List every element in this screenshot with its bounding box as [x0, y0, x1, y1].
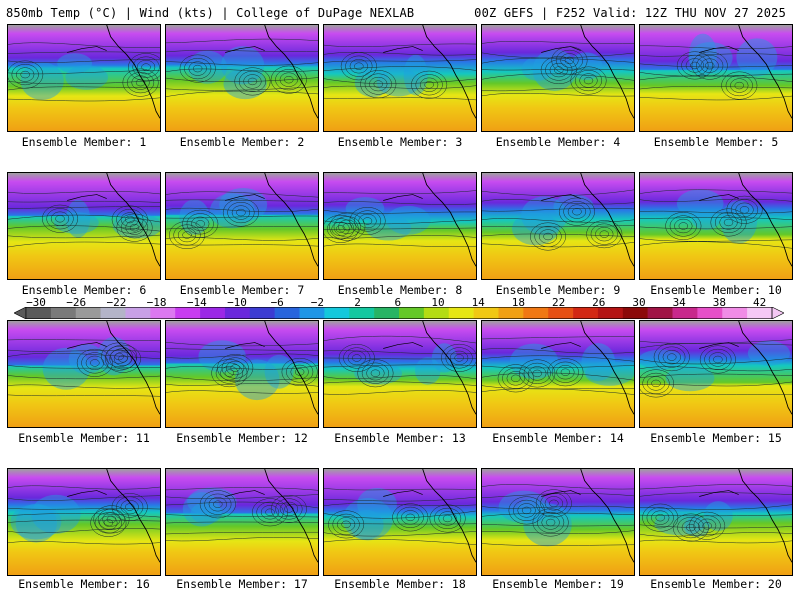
colorbar-swatch [423, 307, 450, 319]
colorbar-swatch [249, 307, 275, 319]
ensemble-member-label: Ensemble Member: 16 [18, 577, 150, 591]
colorbar-swatch [175, 307, 201, 319]
colorbar-swatch [224, 307, 251, 319]
ensemble-map-panel [481, 24, 635, 132]
ensemble-map-panel [323, 172, 477, 280]
colorbar-swatch [75, 307, 101, 319]
temperature-colorbar [14, 307, 784, 319]
colorbar-tick-label: 30 [632, 296, 646, 309]
colorbar-swatch [548, 307, 574, 319]
colorbar-tick-label: −18 [146, 296, 167, 309]
colorbar-swatch [100, 307, 126, 319]
ensemble-member-label: Ensemble Member: 20 [650, 577, 782, 591]
colorbar-swatch [26, 307, 52, 319]
ensemble-member-label: Ensemble Member: 7 [179, 283, 305, 297]
ensemble-member-label: Ensemble Member: 1 [21, 135, 147, 149]
ensemble-map-panel [639, 320, 793, 428]
colorbar-tick-label: −10 [227, 296, 247, 309]
colorbar-swatch [597, 307, 624, 319]
ensemble-map-panel [165, 24, 319, 132]
colorbar-swatch [697, 307, 723, 319]
ensemble-member-label: Ensemble Member: 8 [337, 283, 463, 297]
ensemble-member-label: Ensemble Member: 15 [650, 431, 782, 445]
ensemble-map-panel [481, 320, 635, 428]
colorbar-tick-label: 26 [592, 296, 606, 309]
colorbar-tick-label: −22 [106, 296, 127, 309]
colorbar-tick-label: 6 [394, 296, 402, 309]
ensemble-map-panel [7, 172, 161, 280]
ensemble-map-panel [481, 172, 635, 280]
colorbar-swatch [374, 307, 400, 319]
ensemble-member-label: Ensemble Member: 13 [334, 431, 466, 445]
ensemble-member-label: Ensemble Member: 2 [179, 135, 305, 149]
colorbar-swatch [573, 307, 599, 319]
colorbar-tick-label: 34 [672, 296, 686, 309]
ensemble-member-label: Ensemble Member: 12 [176, 431, 308, 445]
ensemble-map-panel [323, 320, 477, 428]
colorbar-swatch [722, 307, 748, 319]
ensemble-member-label: Ensemble Member: 9 [495, 283, 621, 297]
colorbar-swatch [473, 307, 499, 319]
ensemble-map-panel [639, 172, 793, 280]
colorbar-swatch [324, 307, 350, 319]
colorbar-swatch [200, 307, 226, 319]
ensemble-map-panel [165, 320, 319, 428]
ensemble-map-panel [7, 24, 161, 132]
colorbar-swatch [150, 307, 176, 319]
colorbar-swatch [622, 307, 648, 319]
colorbar-tick-label: 42 [752, 296, 767, 309]
colorbar-tick-label: −30 [26, 296, 46, 309]
colorbar-swatch [274, 307, 300, 319]
colorbar-tick-label: 2 [354, 296, 361, 309]
colorbar-swatch [399, 307, 425, 319]
colorbar-tick-label: 10 [431, 296, 445, 309]
model-run-info: 00Z GEFS | F252 Valid: 12Z THU NOV 27 20… [474, 6, 786, 20]
ensemble-map-panel [639, 24, 793, 132]
ensemble-map-panel [165, 468, 319, 576]
colorbar-tick-label: 18 [511, 296, 526, 309]
colorbar-swatch [448, 307, 474, 319]
ensemble-member-label: Ensemble Member: 4 [495, 135, 621, 149]
ensemble-member-label: Ensemble Member: 11 [18, 431, 150, 445]
ensemble-map-panel [481, 468, 635, 576]
ensemble-member-label: Ensemble Member: 18 [334, 577, 466, 591]
colorbar-swatch [672, 307, 698, 319]
ensemble-member-label: Ensemble Member: 3 [337, 135, 463, 149]
ensemble-map-panel [7, 320, 161, 428]
colorbar-tick-label: −6 [270, 296, 284, 309]
ensemble-map-panel [165, 172, 319, 280]
ensemble-map-panel [323, 468, 477, 576]
ensemble-member-label: Ensemble Member: 19 [492, 577, 624, 591]
ensemble-member-label: Ensemble Member: 10 [650, 283, 782, 297]
colorbar-swatch [647, 307, 673, 319]
colorbar-tick-label: −14 [186, 296, 207, 309]
colorbar-tick-label: −26 [66, 296, 87, 309]
ensemble-map-panel [639, 468, 793, 576]
colorbar-swatch [50, 307, 77, 319]
colorbar-tick-label: −2 [310, 296, 325, 309]
colorbar-swatch [349, 307, 375, 319]
ensemble-member-label: Ensemble Member: 6 [21, 283, 147, 297]
map-title: 850mb Temp (°C) | Wind (kts) | College o… [6, 6, 415, 20]
colorbar-swatch [523, 307, 549, 319]
colorbar-frame [25, 307, 773, 319]
colorbar-tick-label: 22 [551, 296, 566, 309]
ensemble-map-panel [7, 468, 161, 576]
ensemble-member-label: Ensemble Member: 17 [176, 577, 308, 591]
colorbar-tick-label: 14 [471, 296, 485, 309]
colorbar-swatch [747, 307, 773, 319]
ensemble-member-label: Ensemble Member: 14 [492, 431, 624, 445]
colorbar-swatch [125, 307, 151, 319]
colorbar-tick-label: 38 [712, 296, 727, 309]
colorbar-swatch [498, 307, 524, 319]
colorbar-swatch [299, 307, 325, 319]
ensemble-member-label: Ensemble Member: 5 [653, 135, 779, 149]
ensemble-map-panel [323, 24, 477, 132]
